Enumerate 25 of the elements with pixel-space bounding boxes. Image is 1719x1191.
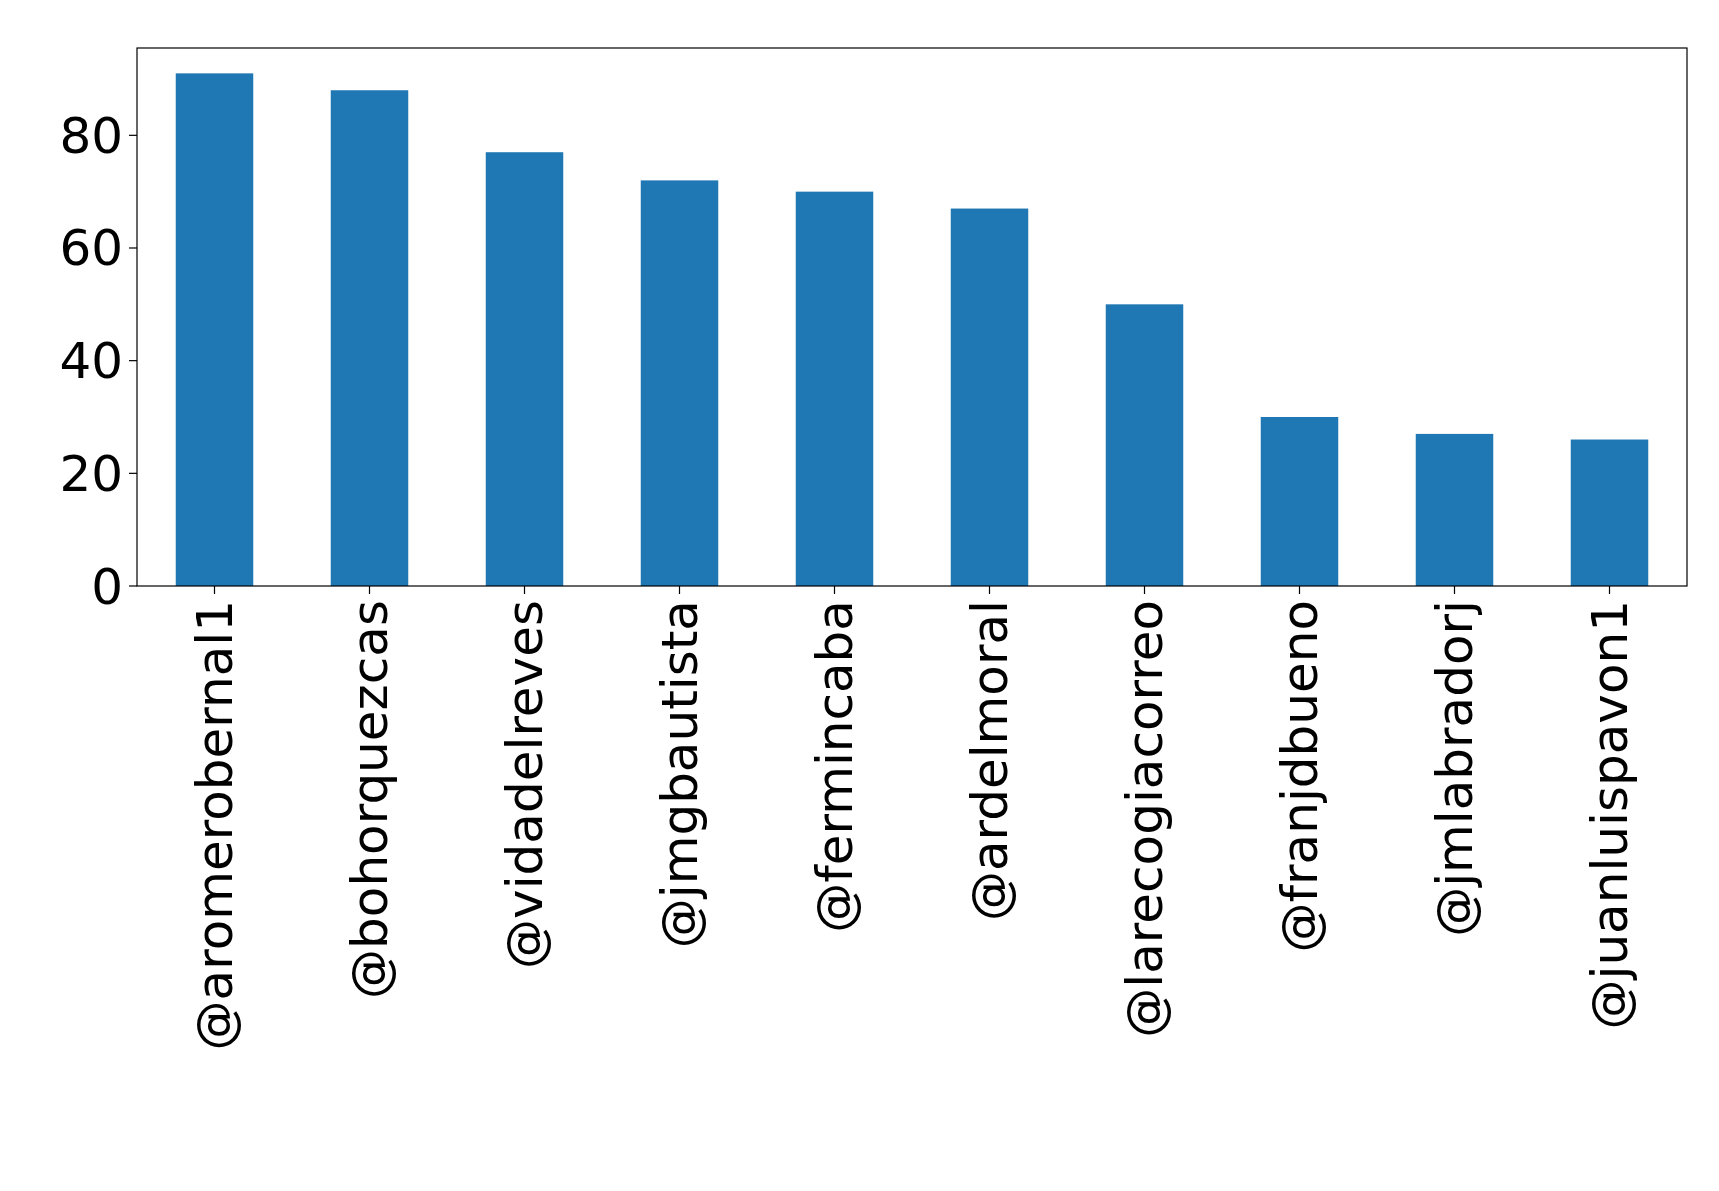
y-tick-label: 40 — [59, 332, 123, 391]
x-tick-label: @franjdbueno — [1271, 600, 1329, 953]
y-tick-label: 20 — [59, 444, 123, 503]
x-tick-label: @fermincaba — [806, 600, 864, 933]
bar — [1260, 417, 1339, 586]
bar — [640, 180, 719, 586]
bar — [795, 191, 874, 586]
x-tick-label: @larecogiacorreo — [1116, 600, 1174, 1038]
x-tick-label: @ardelmoral — [961, 600, 1019, 922]
x-tick-label: @aromerobernal1 — [186, 600, 244, 1051]
bar — [485, 152, 564, 586]
bar — [175, 73, 254, 586]
bar — [330, 90, 409, 586]
x-tick-label: @vidadelreves — [496, 600, 554, 969]
y-tick-label: 60 — [59, 219, 123, 278]
bar — [1105, 304, 1184, 586]
bar — [1570, 439, 1649, 586]
x-tick-label: @bohorquezcas — [341, 600, 399, 999]
x-tick-label: @jmgbautista — [651, 600, 709, 949]
y-tick-label: 80 — [59, 106, 123, 165]
x-tick-label: @juanluispavon1 — [1581, 600, 1639, 1030]
x-tick-label: @jmlabradorj — [1426, 600, 1484, 937]
y-tick-label: 0 — [91, 557, 123, 616]
bar — [950, 208, 1029, 586]
bar — [1415, 433, 1494, 586]
